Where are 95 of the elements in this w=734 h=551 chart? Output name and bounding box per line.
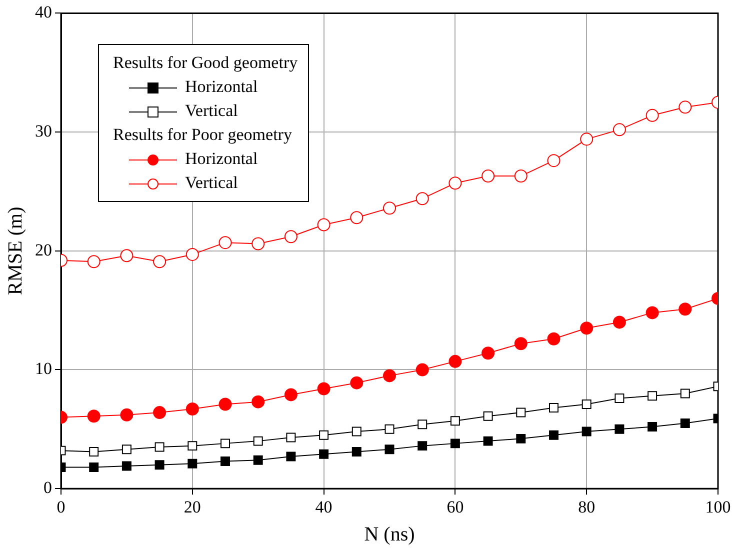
point: [253, 436, 263, 446]
point: [483, 411, 493, 421]
point: [514, 337, 528, 350]
x-tick-label: 80: [578, 497, 596, 516]
point: [582, 426, 592, 436]
point: [352, 447, 362, 456]
y-tick-label: 20: [35, 240, 52, 260]
point: [448, 176, 462, 190]
point: [549, 430, 558, 440]
point: [678, 302, 692, 316]
point: [482, 346, 495, 360]
point: [418, 441, 428, 451]
point: [680, 388, 690, 398]
point: [87, 255, 100, 268]
point: [549, 403, 558, 413]
point: [284, 388, 298, 402]
point: [383, 369, 396, 382]
point: [317, 382, 330, 396]
x-tick-label: 60: [446, 497, 464, 516]
point: [350, 376, 364, 390]
point: [580, 322, 594, 335]
point: [483, 436, 493, 446]
x-tick-label: 100: [705, 497, 731, 516]
point: [87, 410, 100, 423]
point: [352, 426, 362, 436]
point: [418, 420, 428, 430]
annotation: Results for Good geometry: [113, 52, 298, 74]
x-axis-title: N (ns): [364, 523, 415, 546]
point: [122, 461, 132, 471]
point: [186, 402, 199, 416]
point: [582, 399, 592, 409]
point: [680, 418, 690, 428]
point: [450, 416, 460, 426]
point: [319, 449, 329, 459]
point: [319, 430, 329, 440]
point: [186, 248, 199, 261]
point: [646, 306, 659, 320]
point: [89, 447, 99, 456]
x-tick-label: 0: [56, 497, 66, 516]
point: [648, 422, 658, 432]
point: [516, 434, 526, 444]
y-tick-label: 40: [35, 2, 52, 22]
point: [120, 408, 134, 422]
point: [350, 211, 364, 224]
point: [286, 452, 296, 462]
point: [317, 218, 330, 232]
x-tick-label: 20: [184, 497, 201, 516]
point: [648, 391, 658, 401]
point: [220, 456, 230, 466]
legend-label: Horizontal: [185, 77, 258, 96]
point: [218, 236, 232, 250]
point: [516, 408, 526, 418]
point: [448, 354, 462, 368]
y-tick-label: 10: [35, 359, 52, 378]
point: [122, 444, 132, 454]
point: [284, 230, 298, 244]
point: [416, 363, 429, 376]
y-axis-title: RMSE (m): [4, 206, 26, 296]
point: [154, 442, 164, 452]
point: [153, 406, 166, 420]
point: [120, 249, 134, 262]
legend-label: Horizontal: [185, 149, 258, 168]
point: [612, 123, 626, 136]
annotation: Results for Poor geometry: [113, 124, 293, 146]
y-tick-label: 30: [35, 122, 52, 141]
point: [416, 192, 429, 206]
point: [153, 255, 166, 268]
point: [614, 394, 624, 404]
point: [450, 438, 460, 448]
point: [580, 132, 594, 146]
point: [383, 202, 396, 215]
legend-label: Vertical: [185, 173, 238, 192]
point: [154, 460, 164, 470]
point: [678, 100, 692, 114]
point: [384, 444, 394, 454]
point: [218, 398, 232, 411]
point: [188, 458, 198, 468]
point: [612, 316, 626, 329]
point: [514, 170, 528, 183]
point: [252, 395, 265, 408]
y-tick-label: 0: [44, 478, 52, 498]
point: [188, 441, 198, 451]
point: [286, 432, 296, 442]
point: [482, 170, 495, 183]
point: [547, 154, 560, 168]
point: [220, 438, 230, 448]
legend-label: Vertical: [185, 101, 238, 120]
point: [614, 424, 624, 434]
point: [384, 424, 394, 434]
point: [252, 237, 265, 250]
x-tick-label: 40: [315, 497, 332, 516]
point: [646, 108, 659, 122]
point: [547, 332, 560, 346]
point: [253, 455, 263, 465]
point: [89, 462, 99, 472]
